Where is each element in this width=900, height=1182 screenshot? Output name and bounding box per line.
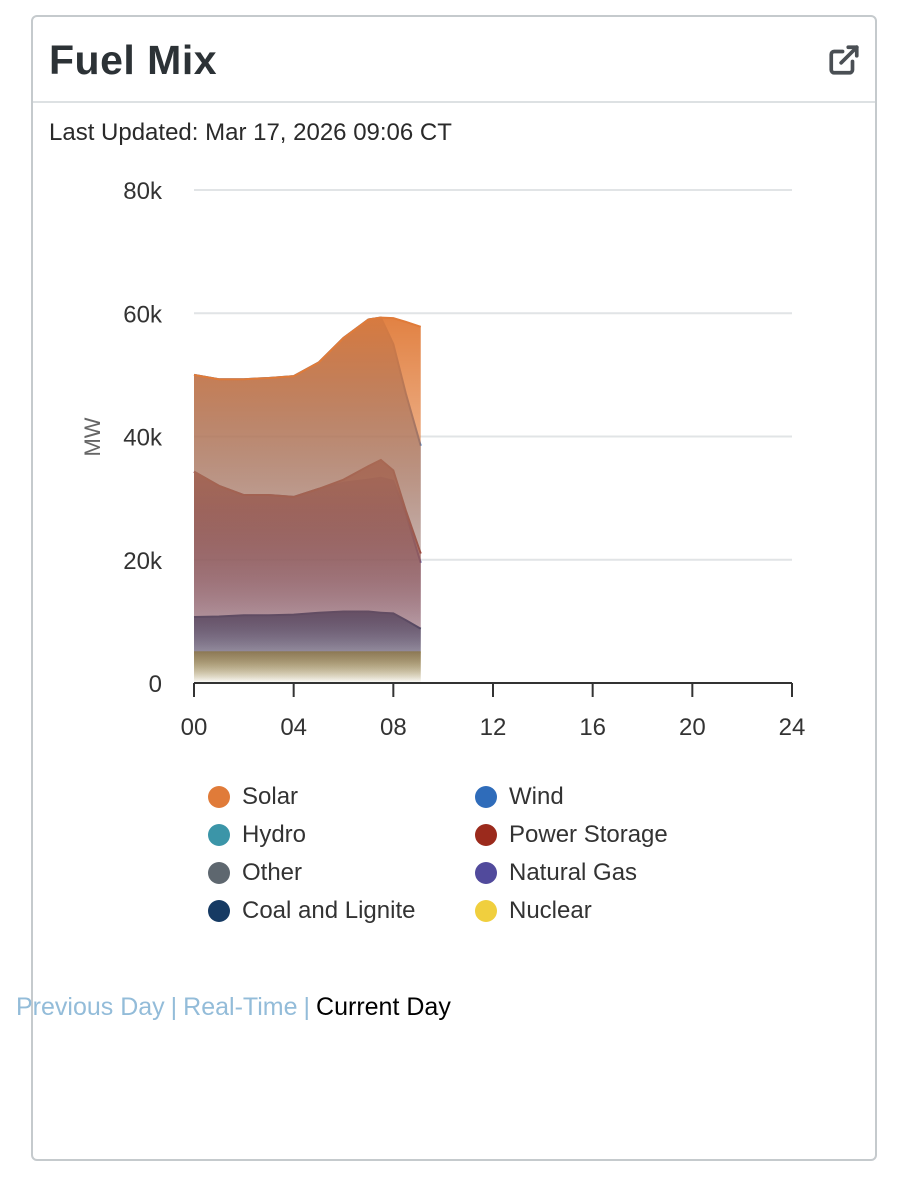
- legend-swatch: [475, 824, 497, 846]
- x-tick-label: 24: [779, 714, 806, 741]
- x-tick-label: 12: [480, 714, 507, 741]
- legend-label: Wind: [509, 783, 564, 810]
- chart-legend: Solar Wind Hydro Power Storage Other Natural …: [175, 765, 695, 925]
- y-tick-label: 60k: [123, 301, 163, 328]
- legend-label: Hydro: [242, 821, 307, 848]
- legend-item-hydro[interactable]: Hydro: [208, 820, 306, 850]
- chart-areas: [193, 316, 422, 683]
- legend-label: Coal and Lignite: [242, 897, 416, 924]
- legend-label: Solar: [242, 783, 299, 810]
- area-solar: [194, 317, 421, 683]
- legend-swatch: [208, 786, 230, 808]
- nav-separator: |: [303, 993, 311, 1021]
- legend-item-coal-and-lignite[interactable]: Coal and Lignite: [208, 896, 415, 926]
- legend-item-solar[interactable]: Solar: [208, 782, 298, 812]
- legend-item-wind[interactable]: Wind: [475, 782, 564, 812]
- x-tick-label: 04: [280, 714, 307, 741]
- chart-axes: 0 20k 40k 60k 80k 00 04 08 12 16 20 24 MW: [80, 178, 805, 741]
- legend-label: Other: [242, 859, 303, 886]
- fuel-mix-chart: 0 20k 40k 60k 80k 00 04 08 12 16 20 24 MW: [80, 178, 805, 741]
- y-axis-label: MW: [80, 417, 105, 456]
- nav-separator: |: [170, 993, 178, 1021]
- widget-title: Fuel Mix: [49, 37, 218, 83]
- y-tick-label: 40k: [123, 425, 163, 452]
- legend-label: Nuclear: [509, 897, 592, 924]
- legend-item-other[interactable]: Other: [208, 858, 302, 888]
- legend-swatch: [475, 862, 497, 884]
- x-tick-label: 20: [679, 714, 706, 741]
- legend-swatch: [208, 824, 230, 846]
- x-tick-label: 00: [181, 714, 208, 741]
- previous-day-link[interactable]: Previous Day: [16, 993, 165, 1021]
- day-navigation: Previous Day | Real-Time | Current Day: [16, 993, 451, 1022]
- current-day-label: Current Day: [316, 993, 451, 1021]
- x-tick-label: 16: [579, 714, 606, 741]
- line-solar: [193, 316, 422, 381]
- legend-swatch: [475, 900, 497, 922]
- legend-swatch: [208, 900, 230, 922]
- fuel-mix-card: Fuel Mix Last Updated: Mar 17, 2026 09:0…: [31, 15, 877, 1161]
- y-tick-label: 0: [149, 671, 162, 698]
- card-header: Fuel Mix: [33, 17, 875, 103]
- legend-item-natural-gas[interactable]: Natural Gas: [475, 858, 637, 888]
- legend-label: Natural Gas: [509, 859, 638, 886]
- real-time-link[interactable]: Real-Time: [183, 993, 298, 1021]
- y-tick-label: 20k: [123, 548, 163, 575]
- x-tick-label: 08: [380, 714, 407, 741]
- legend-label: Power Storage: [509, 821, 668, 848]
- last-updated-text: Last Updated: Mar 17, 2026 09:06 CT: [49, 119, 452, 146]
- legend-swatch: [475, 786, 497, 808]
- legend-item-nuclear[interactable]: Nuclear: [475, 896, 592, 926]
- legend-swatch: [208, 862, 230, 884]
- external-link-icon[interactable]: [827, 43, 861, 77]
- y-tick-label: 80k: [123, 178, 163, 205]
- legend-item-power-storage[interactable]: Power Storage: [475, 820, 668, 850]
